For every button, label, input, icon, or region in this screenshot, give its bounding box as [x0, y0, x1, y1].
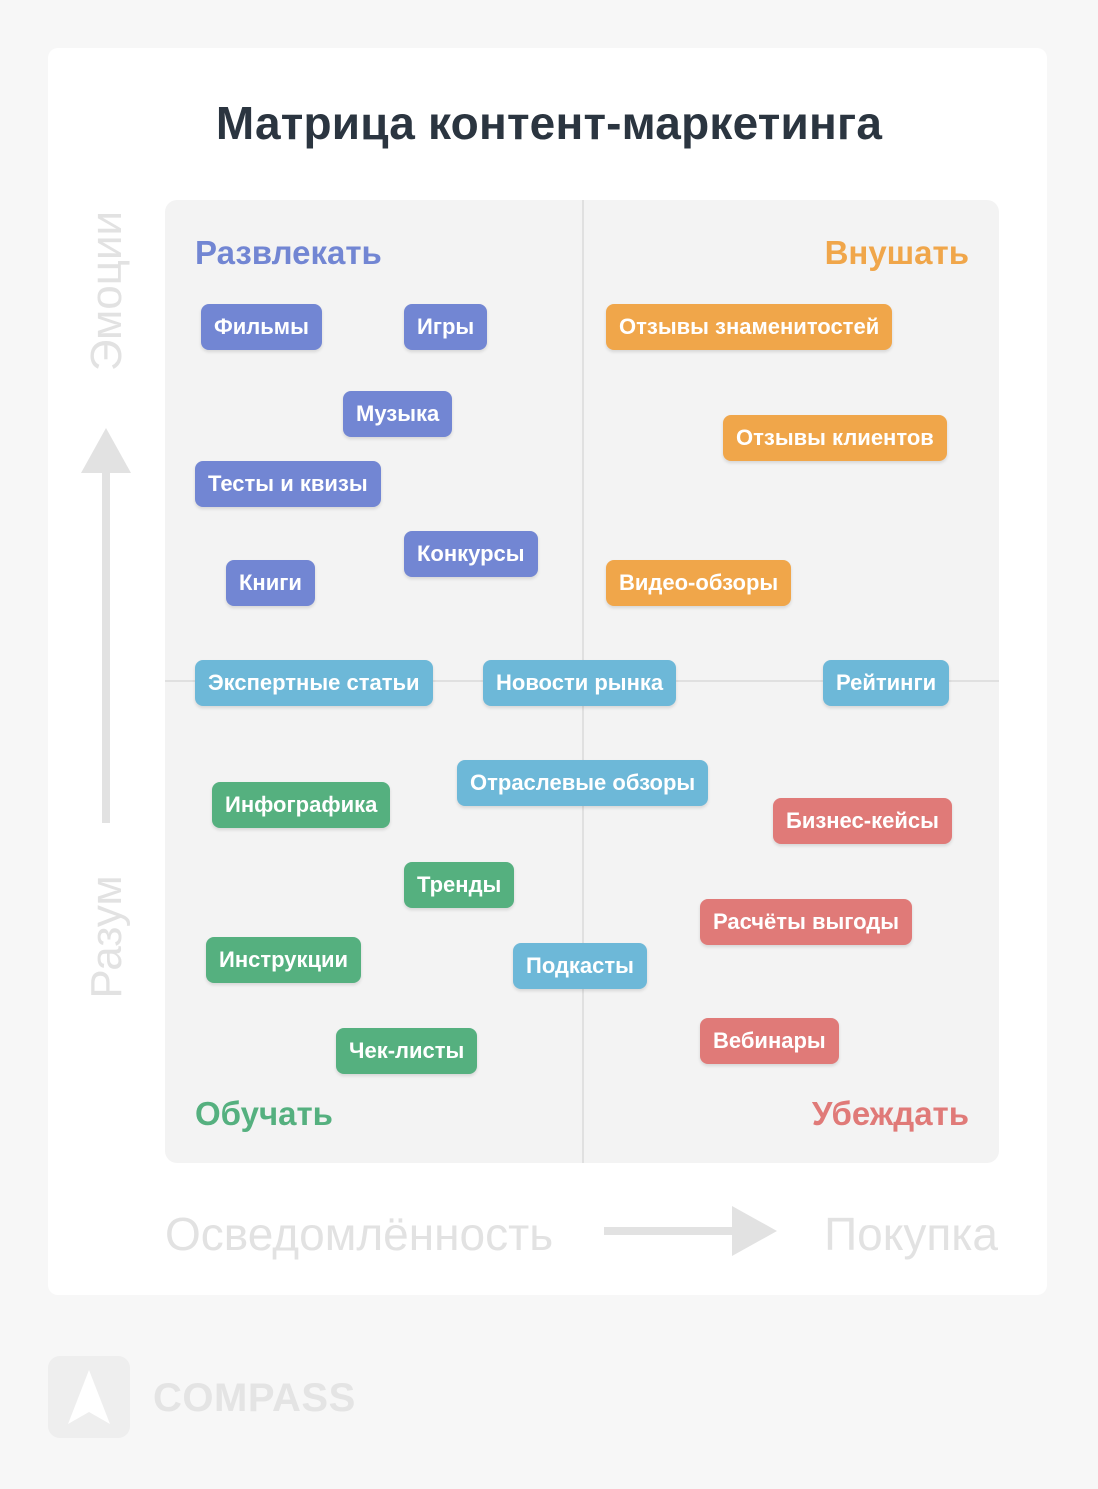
chip-benefit-calculations: Расчёты выгоды	[700, 899, 913, 945]
compass-arrow-icon	[48, 1356, 130, 1438]
chip-contests: Конкурсы	[404, 531, 538, 577]
axis-y-bottom-label: Разум	[82, 875, 131, 999]
axis-y-top-label: Эмоции	[82, 210, 131, 372]
page-title: Матрица контент-маркетинга	[215, 97, 883, 149]
matrix-area: Развлекать Внушать Обучать Убеждать Филь…	[165, 200, 999, 1163]
chip-celebrity-reviews: Отзывы знаменитостей	[606, 304, 893, 350]
chip-podcasts: Подкасты	[513, 943, 647, 989]
chip-music: Музыка	[343, 391, 453, 437]
chip-checklists: Чек-листы	[336, 1028, 478, 1074]
quadrant-label-educate: Обучать	[195, 1095, 333, 1132]
axis-x-arrow-icon	[604, 1206, 777, 1256]
axis-y-arrow-icon	[81, 428, 131, 823]
chip-instructions: Инструкции	[206, 937, 362, 983]
chip-books: Книги	[226, 560, 315, 606]
chip-webinars: Вебинары	[700, 1018, 839, 1064]
chip-expert-articles: Экспертные статьи	[195, 660, 433, 706]
quadrant-label-inspire: Внушать	[824, 234, 969, 271]
chip-games: Игры	[404, 304, 488, 350]
chip-industry-reviews: Отраслевые обзоры	[457, 760, 709, 806]
chip-infographics: Инфографика	[212, 782, 391, 828]
quadrant-label-entertain: Развлекать	[195, 234, 382, 271]
chip-market-news: Новости рынка	[483, 660, 677, 706]
quadrant-label-convince: Убеждать	[811, 1095, 969, 1132]
axis-x-right-label: Покупка	[824, 1208, 998, 1260]
chip-business-cases: Бизнес-кейсы	[773, 798, 952, 844]
chip-films: Фильмы	[201, 304, 322, 350]
chip-video-reviews: Видео-обзоры	[606, 560, 792, 606]
chip-customer-reviews: Отзывы клиентов	[723, 415, 947, 461]
axis-x-left-label: Осведомлённость	[165, 1208, 554, 1260]
chip-tests-quizzes: Тесты и квизы	[195, 461, 381, 507]
chip-trends: Тренды	[404, 862, 515, 908]
chip-ratings: Рейтинги	[823, 660, 950, 706]
brand-name: COMPASS	[153, 1376, 356, 1420]
